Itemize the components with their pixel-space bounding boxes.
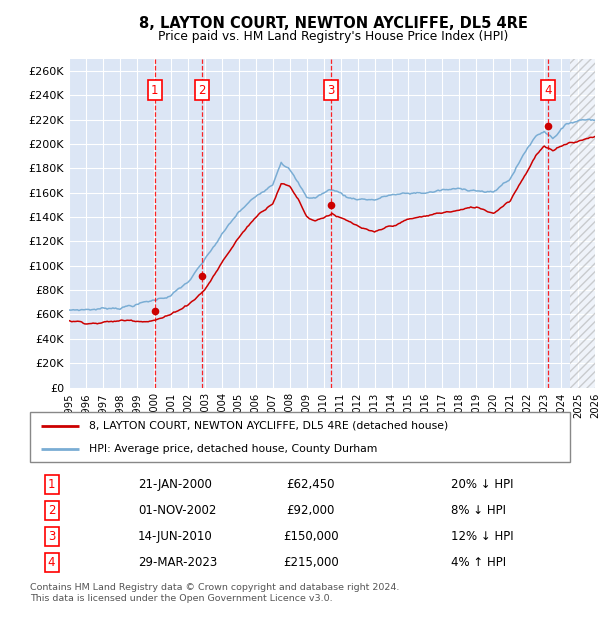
Text: Price paid vs. HM Land Registry's House Price Index (HPI): Price paid vs. HM Land Registry's House …	[158, 30, 508, 43]
Text: 4% ↑ HPI: 4% ↑ HPI	[451, 556, 506, 569]
Text: £92,000: £92,000	[287, 504, 335, 517]
Text: 14-JUN-2010: 14-JUN-2010	[138, 530, 213, 543]
Text: 8, LAYTON COURT, NEWTON AYCLIFFE, DL5 4RE: 8, LAYTON COURT, NEWTON AYCLIFFE, DL5 4R…	[139, 16, 527, 30]
Text: 12% ↓ HPI: 12% ↓ HPI	[451, 530, 514, 543]
Text: 21-JAN-2000: 21-JAN-2000	[138, 478, 212, 491]
Text: 1: 1	[48, 478, 55, 491]
Text: 1: 1	[151, 84, 158, 97]
Bar	[570, 59, 595, 388]
Text: 3: 3	[328, 84, 335, 97]
Text: 3: 3	[48, 530, 55, 543]
Text: 8% ↓ HPI: 8% ↓ HPI	[451, 504, 506, 517]
Text: Contains HM Land Registry data © Crown copyright and database right 2024.: Contains HM Land Registry data © Crown c…	[30, 583, 400, 592]
Text: 4: 4	[545, 84, 552, 97]
Text: 2: 2	[48, 504, 55, 517]
Text: This data is licensed under the Open Government Licence v3.0.: This data is licensed under the Open Gov…	[30, 594, 332, 603]
Text: 20% ↓ HPI: 20% ↓ HPI	[451, 478, 514, 491]
Text: 4: 4	[48, 556, 55, 569]
Text: HPI: Average price, detached house, County Durham: HPI: Average price, detached house, Coun…	[89, 443, 378, 453]
FancyBboxPatch shape	[30, 412, 570, 462]
Text: 29-MAR-2023: 29-MAR-2023	[138, 556, 217, 569]
Text: £215,000: £215,000	[283, 556, 338, 569]
Text: 2: 2	[198, 84, 206, 97]
Text: £62,450: £62,450	[287, 478, 335, 491]
Text: 8, LAYTON COURT, NEWTON AYCLIFFE, DL5 4RE (detached house): 8, LAYTON COURT, NEWTON AYCLIFFE, DL5 4R…	[89, 421, 449, 431]
Text: 01-NOV-2002: 01-NOV-2002	[138, 504, 217, 517]
Text: £150,000: £150,000	[283, 530, 338, 543]
